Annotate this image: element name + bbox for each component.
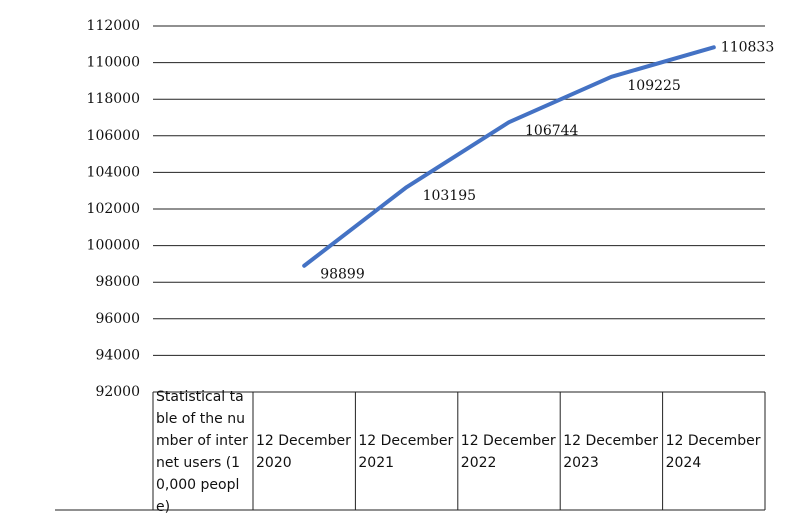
y-tick-label: 94000	[95, 347, 140, 363]
data-label: 103195	[423, 188, 476, 204]
y-tick-label: 96000	[95, 311, 140, 327]
line-series	[302, 45, 716, 268]
data-label: 109225	[627, 78, 680, 94]
y-tick-label: 110000	[87, 55, 140, 71]
y-tick-label: 104000	[87, 164, 140, 180]
category-cell: 12 December 2023	[563, 432, 659, 471]
y-tick-label: 102000	[87, 201, 140, 217]
category-cell: 12 December 2022	[460, 432, 556, 471]
category-cell: 12 December 2020	[256, 432, 351, 471]
y-tick-label: 100000	[87, 238, 140, 254]
data-label: 106744	[525, 123, 579, 139]
data-label: 110833	[721, 39, 774, 55]
series-name-cell: Statistical table of the number of inter…	[156, 388, 248, 515]
y-tick-label: 118000	[87, 91, 140, 107]
category-cell: 12 December 2024	[665, 432, 761, 471]
y-tick-label: 112000	[87, 18, 140, 34]
y-tick-label: 92000	[95, 384, 140, 400]
category-cell: 12 December 2021	[358, 432, 454, 471]
y-tick-label: 98000	[95, 274, 140, 290]
data-label: 98899	[320, 267, 365, 283]
y-tick-label: 106000	[87, 128, 140, 144]
